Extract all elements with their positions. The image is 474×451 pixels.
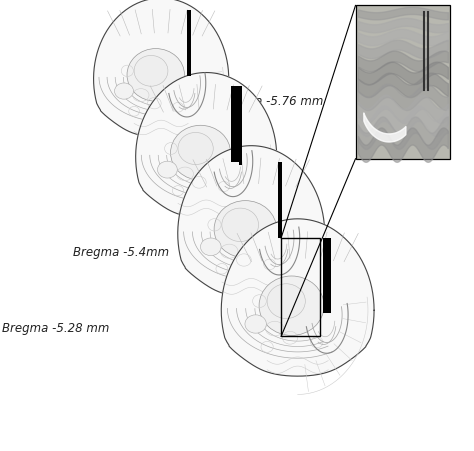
Ellipse shape (178, 133, 213, 165)
Polygon shape (178, 146, 325, 297)
Ellipse shape (259, 276, 324, 336)
Polygon shape (136, 73, 277, 218)
Ellipse shape (222, 208, 259, 242)
Ellipse shape (171, 125, 230, 180)
Ellipse shape (157, 161, 177, 178)
Bar (231, 86, 235, 162)
Bar (356, 5, 450, 159)
Text: Bregma -5.28 mm: Bregma -5.28 mm (2, 322, 110, 336)
Text: Bregma -5.4mm: Bregma -5.4mm (73, 246, 170, 259)
Ellipse shape (267, 284, 305, 318)
Bar (187, 10, 191, 76)
Ellipse shape (115, 83, 134, 99)
Bar (281, 238, 320, 336)
Polygon shape (221, 219, 374, 376)
Bar (239, 86, 243, 165)
Ellipse shape (214, 201, 276, 258)
Bar (323, 238, 327, 313)
Bar (327, 238, 331, 313)
Polygon shape (93, 0, 229, 137)
Ellipse shape (127, 49, 184, 101)
Bar (235, 86, 238, 162)
Text: Bregma -5.64 mm: Bregma -5.64 mm (145, 169, 252, 182)
Ellipse shape (201, 238, 221, 256)
Ellipse shape (134, 55, 168, 86)
Text: Bregma -5.76 mm: Bregma -5.76 mm (216, 95, 323, 108)
Bar (278, 162, 282, 238)
Ellipse shape (245, 315, 266, 333)
